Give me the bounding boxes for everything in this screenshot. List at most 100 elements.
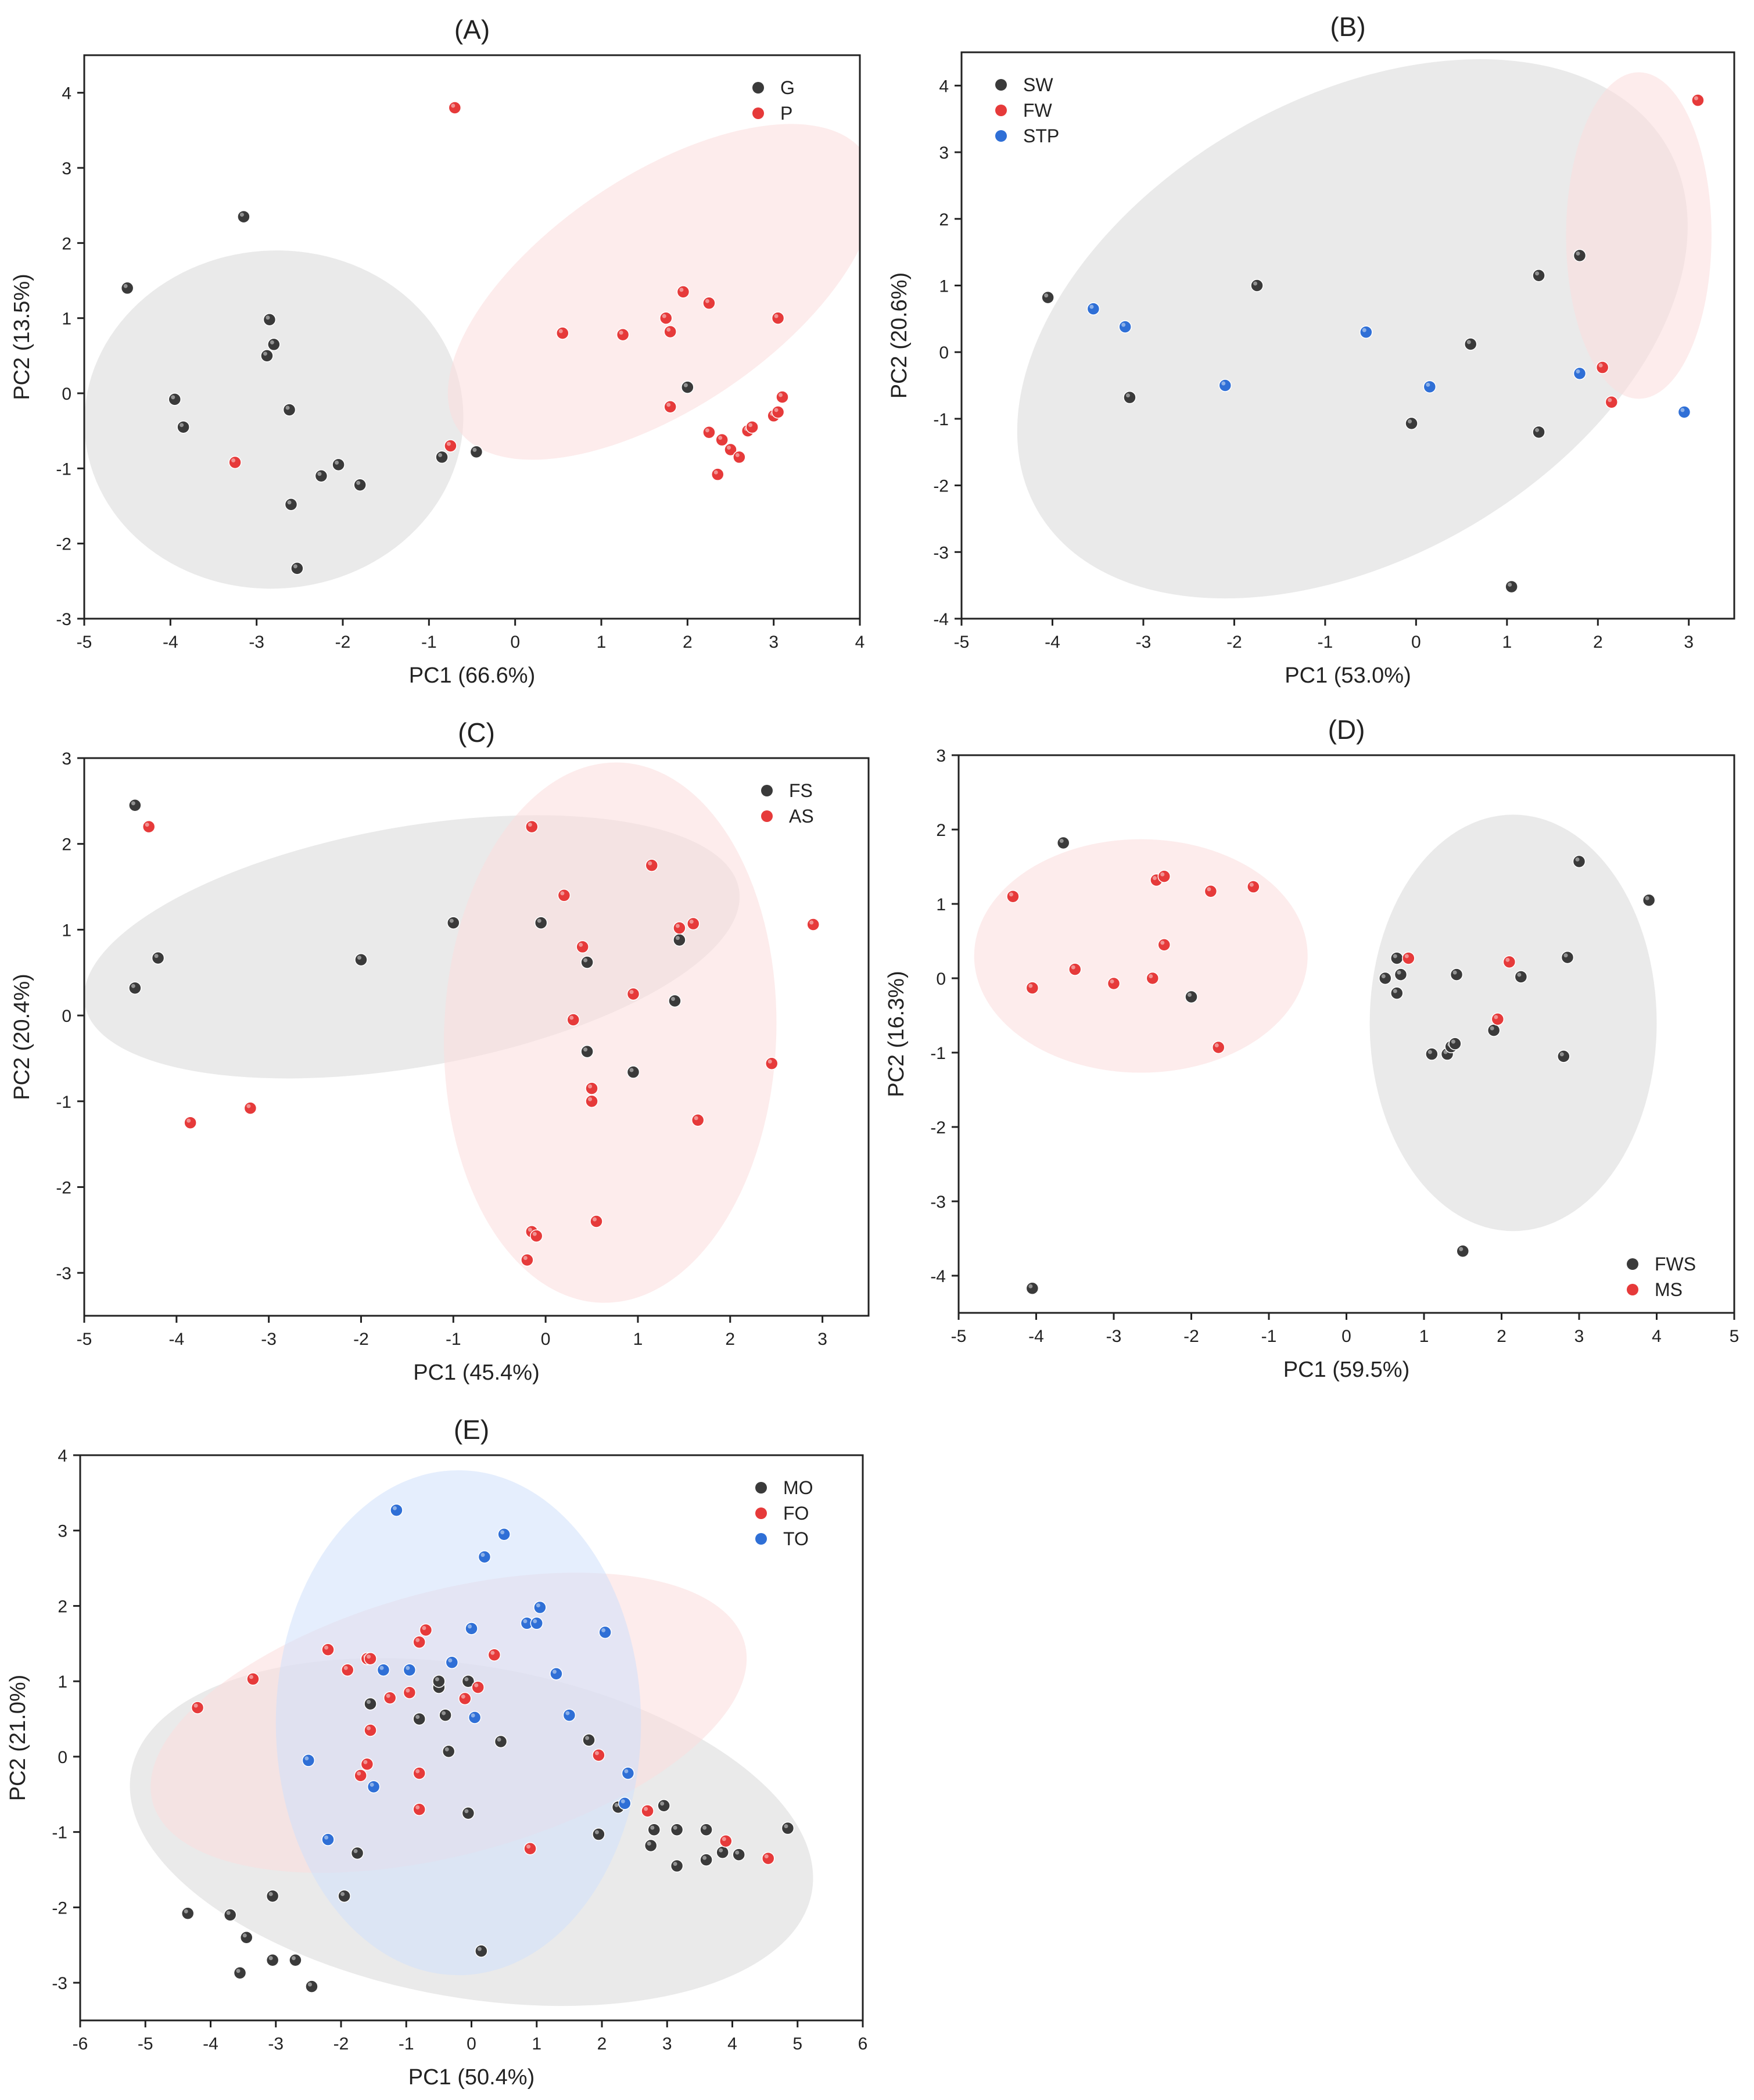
chart-4-point-highlight (500, 1530, 505, 1535)
chart-2-xtick-label: -3 (261, 1330, 277, 1349)
chart-3-title: (D) (1328, 715, 1365, 745)
chart-0-ytick-label: -1 (56, 460, 71, 479)
chart-4-point-highlight (722, 1837, 726, 1841)
chart-3-point-ms (1402, 952, 1415, 965)
chart-0-legend-marker (752, 107, 764, 119)
chart-4-point-fo (413, 1635, 426, 1649)
chart-4-point-highlight (268, 1956, 273, 1961)
chart-0-point-highlight (285, 405, 290, 410)
chart-3-point-ms (1204, 884, 1218, 898)
chart-0-ellipses (84, 124, 860, 589)
chart-4-ellipses (130, 1470, 813, 2006)
chart-0-xtick-label: 3 (769, 633, 779, 652)
chart-4-point-fo (321, 1643, 335, 1656)
chart-1-ellipse-sw (1017, 59, 1688, 599)
chart-4-legend-label: FO (783, 1503, 809, 1524)
chart-4-point-highlight (660, 1801, 665, 1806)
chart-3-point-highlight (1563, 953, 1568, 958)
chart-2-point-highlight (145, 823, 149, 827)
chart-4-point-highlight (448, 1658, 453, 1663)
chart-1-point-highlight (1125, 393, 1130, 398)
chart-1-point-sw (1532, 269, 1545, 282)
chart-4-point-mo (350, 1846, 364, 1860)
chart-4-point-to (367, 1780, 381, 1794)
chart-4-point-to (550, 1667, 563, 1681)
chart-0-ytick-label: 0 (62, 385, 71, 404)
chart-1-ytick-label: 1 (939, 277, 949, 296)
chart-4-point-fo (523, 1841, 537, 1855)
chart-2-series-as (142, 820, 820, 1267)
chart-0-point-highlight (356, 480, 361, 485)
chart-1-point-highlight (1221, 381, 1226, 386)
chart-3-point-highlight (1490, 1026, 1494, 1031)
chart-2-point-highlight (629, 990, 634, 995)
chart-4-xtick-label: 0 (467, 2034, 476, 2054)
chart-4-legend-marker (755, 1533, 767, 1545)
chart-2-legend-label: AS (789, 806, 814, 827)
chart-2-point-highlight (357, 956, 361, 960)
chart-4-xtick-label: 6 (858, 2034, 868, 2054)
chart-4-point-fo (413, 1803, 426, 1816)
chart-1-point-stp (1423, 380, 1437, 394)
chart-4-point-to (321, 1833, 335, 1846)
chart-2-ellipses (84, 762, 777, 1303)
chart-0-point-highlight (619, 331, 623, 335)
chart-0-xtick-label: 4 (855, 633, 865, 652)
chart-4-point-mo (413, 1712, 426, 1726)
chart-4-point-highlight (474, 1683, 479, 1688)
chart-4-point-highlight (442, 1711, 446, 1715)
chart-4-point-highlight (647, 1841, 651, 1846)
chart-3-point-highlight (1393, 989, 1397, 993)
chart-1-point-stp (1086, 302, 1100, 315)
chart-3-xtick-label: -3 (1106, 1327, 1122, 1346)
chart-1-point-highlight (1680, 408, 1685, 412)
chart-1-point-highlight (1362, 328, 1366, 332)
chart-0-point-highlight (266, 315, 270, 320)
chart-4-point-mo (475, 1944, 488, 1958)
chart-4-point-highlight (415, 1638, 420, 1642)
chart-4-point-fo (246, 1672, 260, 1686)
chart-4-point-mo (647, 1823, 661, 1837)
chart-4-point-mo (432, 1674, 446, 1688)
chart-4-point-highlight (236, 1969, 241, 1973)
chart-3-point-fws (1379, 971, 1392, 985)
chart-2-point-as (243, 1101, 257, 1115)
chart-0-point-highlight (263, 351, 267, 356)
chart-4-point-mo (644, 1839, 658, 1853)
chart-1-point-stp (1573, 367, 1587, 380)
chart-4-point-to (497, 1527, 511, 1541)
chart-2-point-as (525, 820, 539, 834)
chart-4-point-mo (670, 1859, 684, 1873)
chart-1-point-highlight (1598, 363, 1603, 368)
chart-1-point-highlight (1535, 271, 1540, 276)
chart-0-point-highlight (123, 283, 128, 288)
chart-2-point-highlight (767, 1059, 772, 1064)
chart-3-point-highlight (1214, 1043, 1219, 1048)
chart-4-point-highlight (471, 1713, 475, 1718)
chart-4-point-mo (461, 1674, 475, 1688)
chart-3-ytick-label: 3 (936, 746, 946, 766)
chart-4-point-to (478, 1550, 492, 1564)
chart-2-point-highlight (528, 823, 532, 827)
chart-1-ellipse-fw (1566, 72, 1712, 399)
chart-1-ytick-label: 4 (939, 77, 949, 96)
chart-2-point-highlight (670, 996, 675, 1001)
chart-2-point-highlight (588, 1084, 593, 1089)
chart-4-point-highlight (291, 1956, 296, 1961)
chart-0-point-g (435, 450, 449, 464)
chart-0-point-highlight (705, 428, 709, 433)
chart-4-point-to (465, 1622, 478, 1635)
chart-3-point-ms (1025, 981, 1039, 995)
chart-1-legend: SW FW STP (995, 74, 1059, 146)
chart-0-point-g (469, 445, 483, 459)
chart-4-point-highlight (497, 1737, 501, 1742)
chart-2-point-highlight (675, 924, 680, 928)
chart-4-point-highlight (340, 1891, 345, 1896)
chart-4-point-mo (716, 1846, 729, 1859)
chart-2-point-fs (580, 1044, 594, 1058)
chart-3-ellipse-fws (1369, 814, 1657, 1232)
chart-4-point-mo (239, 1931, 253, 1944)
chart-3-ellipses (974, 814, 1657, 1232)
chart-0-point-p (616, 328, 630, 342)
chart-4-point-mo (305, 1980, 318, 1993)
